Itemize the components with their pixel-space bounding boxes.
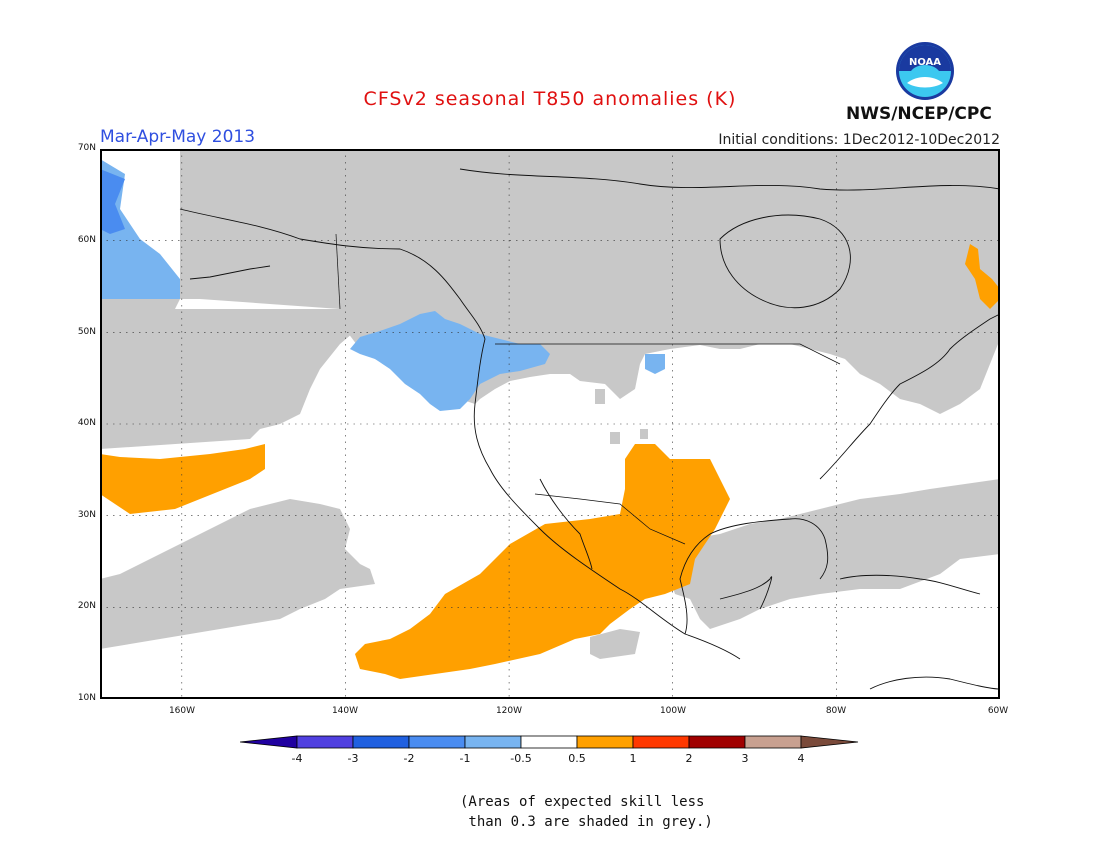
coast-arctic <box>459 168 1000 191</box>
lon-label-160w: 160W <box>168 706 196 716</box>
colorbar-segment-1 <box>296 735 354 749</box>
country-borders <box>335 233 841 545</box>
graticule <box>100 149 1000 699</box>
lat-label-50n: 50N <box>77 327 96 337</box>
lat-label-10n: 10N <box>77 693 96 703</box>
skill-note: (Areas of expected skill less than 0.3 a… <box>460 792 760 832</box>
orange-pacific <box>100 444 265 514</box>
coast-alaska <box>179 208 486 340</box>
colorbar-label: -3 <box>347 752 359 765</box>
grey-interior-patches <box>595 389 648 444</box>
colorbar-segment-5 <box>520 735 578 749</box>
colorbar-label: -0.5 <box>510 752 532 765</box>
lon-label-100w: 100W <box>659 706 687 716</box>
blue-pacific-northwest <box>350 311 550 411</box>
colorbar-label: 2 <box>685 752 693 765</box>
lon-label-60w: 60W <box>987 706 1009 716</box>
grey-mexico-patch <box>590 629 640 659</box>
colorbar <box>240 735 859 749</box>
lat-label-40n: 40N <box>77 418 96 428</box>
lat-label-70n: 70N <box>77 143 96 153</box>
logo-text: NOAA <box>909 57 941 68</box>
negative-anomaly-regions <box>100 159 665 411</box>
grey-hawaii <box>100 499 375 649</box>
orange-southwest <box>355 444 730 679</box>
lon-label-80w: 80W <box>825 706 847 716</box>
colorbar-arrow-left <box>240 735 298 749</box>
positive-anomaly-regions <box>100 244 1000 679</box>
skill-note-line-2: than 0.3 are shaded in grey.) <box>460 814 713 830</box>
colorbar-label: 3 <box>741 752 749 765</box>
lon-label-140w: 140W <box>331 706 359 716</box>
initial-conditions-label: Initial conditions: 1Dec2012-10Dec2012 <box>718 132 1000 148</box>
border-us-canada <box>495 343 841 365</box>
lat-label-20n: 20N <box>77 601 96 611</box>
border-us-mexico <box>534 493 686 545</box>
agency-label: NWS/NCEP/CPC <box>846 104 992 124</box>
colorbar-label: 1 <box>629 752 637 765</box>
grey-northwest-pacific <box>100 299 400 449</box>
map-frame <box>100 149 1000 699</box>
blue-bering <box>100 159 180 299</box>
blue-great-lakes <box>645 354 665 374</box>
coast-south-america <box>869 676 1000 690</box>
border-alaska-canada <box>335 233 341 310</box>
colorbar-label: 4 <box>797 752 805 765</box>
colorbar-segment-9 <box>744 735 802 749</box>
lon-label-120w: 120W <box>495 706 523 716</box>
colorbar-segment-3 <box>408 735 466 749</box>
colorbar-label: -4 <box>291 752 303 765</box>
coast-aleutians <box>189 265 271 280</box>
coast-gulf <box>679 518 829 635</box>
colorbar-segment-4 <box>464 735 522 749</box>
coast-yucatan <box>719 576 773 610</box>
colorbar-segment-7 <box>632 735 690 749</box>
blue-bering-dark <box>100 169 125 234</box>
orange-labrador <box>965 244 1000 309</box>
colorbar-label: -1 <box>459 752 471 765</box>
coastlines <box>179 168 1000 690</box>
coast-west <box>473 338 741 660</box>
colorbar-segment-2 <box>352 735 410 749</box>
lat-label-60n: 60N <box>77 235 96 245</box>
colorbar-label: -2 <box>403 752 415 765</box>
coast-hudson <box>719 214 851 309</box>
lat-label-30n: 30N <box>77 510 96 520</box>
anomaly-map <box>100 149 1000 699</box>
coast-caribbean <box>839 574 981 595</box>
coast-east <box>819 313 1000 480</box>
noaa-logo: NOAA <box>896 42 954 100</box>
chart-title: CFSv2 seasonal T850 anomalies (K) <box>363 88 737 110</box>
colorbar-segment-6 <box>576 735 634 749</box>
colorbar-segment-8 <box>688 735 746 749</box>
season-label: Mar-Apr-May 2013 <box>100 127 256 147</box>
colorbar-arrow-right <box>800 735 859 749</box>
colorbar-label: 0.5 <box>568 752 586 765</box>
skill-note-line-1: (Areas of expected skill less <box>460 794 705 810</box>
grey-gulf <box>670 479 1000 629</box>
